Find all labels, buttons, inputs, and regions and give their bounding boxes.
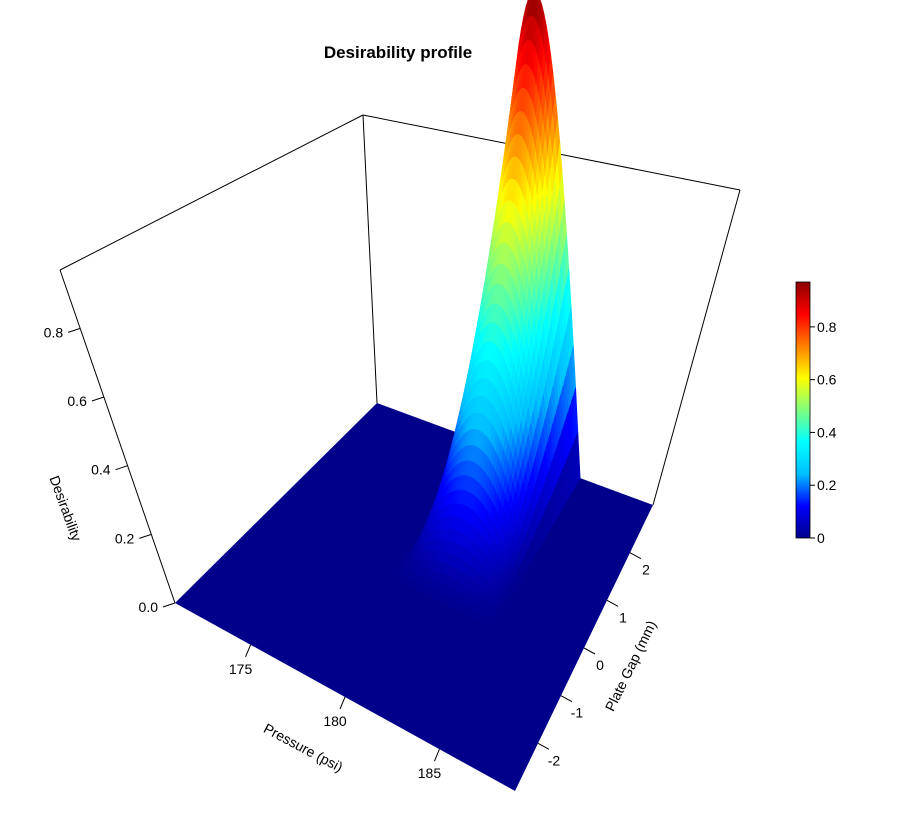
colorbar — [795, 281, 811, 539]
plot-box-front — [59, 269, 176, 604]
colorbar-tick-label: 0 — [817, 530, 825, 546]
y-tick-label: -1 — [571, 705, 584, 721]
y-tick-label: 1 — [619, 609, 627, 625]
x-axis-ticks: 175 180 185 — [229, 644, 442, 781]
y-tick-mark — [629, 552, 642, 560]
y-tick-label: 2 — [642, 562, 650, 578]
z-axis-label: Desirability — [46, 473, 84, 543]
y-axis-ticks: -2 -1 0 1 2 — [537, 552, 650, 768]
z-tick-label: 0.4 — [91, 462, 111, 478]
z-tick-mark — [67, 327, 81, 333]
z-tick-label: 0.0 — [139, 599, 159, 615]
z-axis-ticks: 0.0 0.2 0.4 0.6 0.8 — [44, 324, 176, 615]
x-tick-label: 180 — [323, 713, 347, 729]
y-tick-mark — [537, 742, 550, 750]
z-tick-label: 0.8 — [44, 324, 64, 340]
y-tick-label: -2 — [548, 752, 561, 768]
y-tick-mark — [560, 695, 573, 703]
z-tick-mark — [139, 533, 152, 539]
z-tick-mark — [162, 602, 176, 608]
colorbar-tick-label: 0.6 — [817, 372, 837, 388]
y-tick-label: 0 — [596, 657, 604, 673]
x-tick-mark — [433, 749, 440, 762]
y-tick-mark — [606, 599, 619, 607]
x-tick-mark — [339, 696, 346, 710]
x-tick-label: 185 — [418, 765, 442, 781]
x-tick-label: 175 — [229, 661, 253, 677]
plot-box-back — [59, 114, 741, 506]
z-tick-label: 0.6 — [67, 393, 87, 409]
y-axis-label: Plate Gap (mm) — [602, 618, 660, 714]
chart-title: Desirability profile — [324, 43, 472, 62]
surface-facet — [481, 616, 488, 624]
colorbar-tick-label: 0.2 — [817, 477, 837, 493]
surface-facet — [499, 601, 506, 611]
desirability-surface — [394, 0, 581, 624]
surface-floor — [175, 403, 653, 791]
y-tick-mark — [583, 647, 596, 655]
colorbar-tick-label: 0.8 — [817, 319, 837, 335]
z-tick-mark — [91, 396, 105, 402]
surface-facet — [486, 612, 493, 621]
z-tick-mark — [115, 465, 128, 471]
z-tick-label: 0.2 — [115, 530, 135, 546]
colorbar-ticks: 0 0.2 0.4 0.6 0.8 — [810, 319, 837, 546]
colorbar-tick-label: 0.4 — [817, 424, 837, 440]
surface-facet — [491, 609, 498, 618]
x-tick-mark — [245, 644, 252, 657]
